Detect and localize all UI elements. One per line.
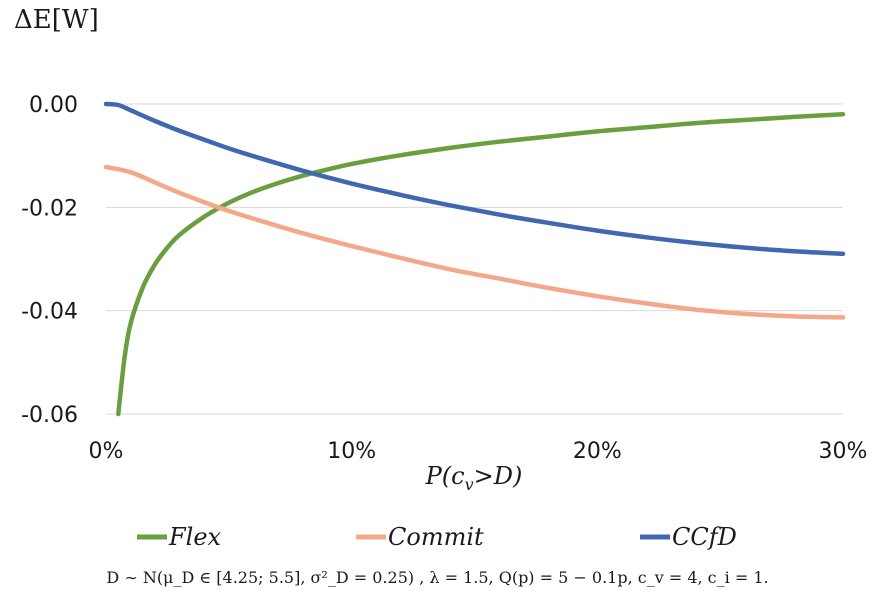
y-tick-label: -0.06 — [21, 403, 78, 428]
y-tick-label: -0.02 — [21, 196, 78, 221]
legend-item-ccfd: CCfD — [640, 523, 737, 551]
footnote: D ∼ N(μ_D ∈ [4.25; 5.5], σ²_D = 0.25) , … — [106, 568, 769, 587]
legend-label: Flex — [168, 523, 222, 551]
series-lines — [103, 101, 846, 417]
y-axis-label: ΔE[W] — [14, 5, 99, 35]
legend-label: Commit — [388, 523, 484, 551]
line-chart: ΔE[W] 0.00 -0.02 -0.04 -0.06 0% 10% 20% 30% P(… — [14, 5, 868, 551]
y-tick-label: 0.00 — [29, 93, 78, 118]
x-axis-label: P(cv>D) — [425, 462, 523, 494]
series-line-ccfd — [103, 101, 846, 257]
series-line-commit — [103, 164, 846, 320]
series-line-flex — [116, 112, 846, 417]
legend: Flex Commit CCfD — [137, 523, 737, 551]
y-tick-label: -0.04 — [21, 300, 78, 325]
legend-item-flex: Flex — [137, 523, 222, 551]
y-tick-labels: 0.00 -0.02 -0.04 -0.06 — [21, 93, 78, 428]
x-tick-labels: 0% 10% 20% 30% — [89, 439, 868, 464]
x-tick-label: 10% — [327, 439, 376, 464]
legend-item-commit: Commit — [356, 523, 484, 551]
x-tick-label: 20% — [573, 439, 622, 464]
x-tick-label: 0% — [89, 439, 124, 464]
gridlines — [106, 103, 843, 415]
legend-label: CCfD — [672, 523, 737, 551]
x-tick-label: 30% — [819, 439, 868, 464]
